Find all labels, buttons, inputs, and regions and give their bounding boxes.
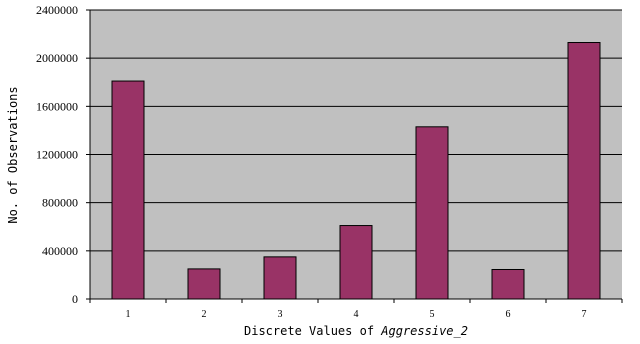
bar [415, 126, 449, 300]
x-tick-label: 5 [430, 309, 435, 320]
y-axis-title: No. of Observations [6, 86, 20, 223]
x-axis-title: Discrete Values of Aggressive_2 [244, 324, 468, 338]
bars [111, 42, 601, 300]
y-tick-label: 1600000 [36, 99, 78, 113]
y-tick-label: 2400000 [36, 3, 78, 17]
x-tick-label: 6 [506, 309, 511, 320]
y-tick-label: 2000000 [36, 51, 78, 65]
x-tick-label: 2 [202, 309, 207, 320]
x-axis-title-prefix: Discrete Values of [244, 324, 381, 338]
x-axis-ticks: 1 2 3 4 5 6 7 [89, 299, 623, 320]
bar [491, 268, 525, 300]
y-tick-label: 800000 [42, 196, 78, 210]
x-tick-label: 3 [278, 309, 283, 320]
bar [187, 268, 221, 300]
x-tick-label: 7 [582, 309, 587, 320]
bar [111, 80, 145, 300]
y-tick-label: 400000 [42, 244, 78, 258]
y-tick-label: 0 [72, 292, 78, 306]
bar [339, 225, 373, 300]
x-tick-label: 1 [126, 309, 131, 320]
bar [263, 256, 297, 300]
x-axis-title-variable: Aggressive_2 [380, 324, 468, 338]
x-tick-label: 4 [354, 309, 359, 320]
gridlines [90, 9, 622, 252]
bar [567, 42, 601, 300]
y-tick-label: 1200000 [36, 148, 78, 162]
y-axis-ticks: 0 400000 800000 1200000 1600000 2000000 240000… [36, 3, 90, 306]
